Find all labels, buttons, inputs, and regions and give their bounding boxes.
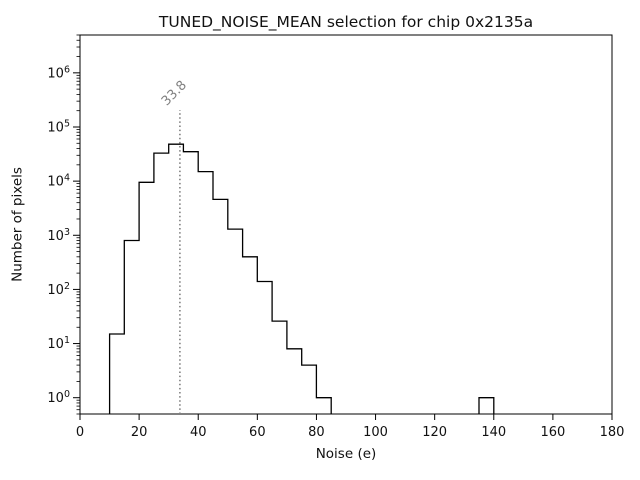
y-tick-label: 102 [47, 281, 70, 298]
y-axis-label: Number of pixels [9, 167, 26, 282]
x-tick-label: 40 [190, 425, 207, 440]
y-tick-label: 101 [47, 335, 70, 352]
chart-title: TUNED_NOISE_MEAN selection for chip 0x21… [158, 13, 534, 31]
histogram-outline [108, 143, 332, 414]
y-tick-label: 104 [47, 173, 70, 190]
x-tick-label: 20 [131, 425, 148, 440]
x-tick-label: 60 [249, 425, 266, 440]
x-tick-label: 120 [422, 425, 447, 440]
axes-frame [79, 34, 613, 415]
x-tick-label: 0 [76, 425, 84, 440]
histogram-outlier-bar [478, 397, 495, 414]
x-tick-label: 140 [481, 425, 506, 440]
y-tick-label: 106 [47, 64, 70, 81]
mean-label: 33.8 [159, 78, 190, 109]
y-tick-label: 105 [47, 118, 70, 135]
y-tick-label: 100 [47, 389, 70, 406]
x-tick-label: 100 [363, 425, 388, 440]
x-axis-label: Noise (e) [315, 446, 377, 462]
x-tick-label: 80 [308, 425, 325, 440]
x-tick-label: 160 [540, 425, 565, 440]
y-tick-label: 103 [47, 227, 70, 244]
x-tick-label: 180 [600, 425, 625, 440]
